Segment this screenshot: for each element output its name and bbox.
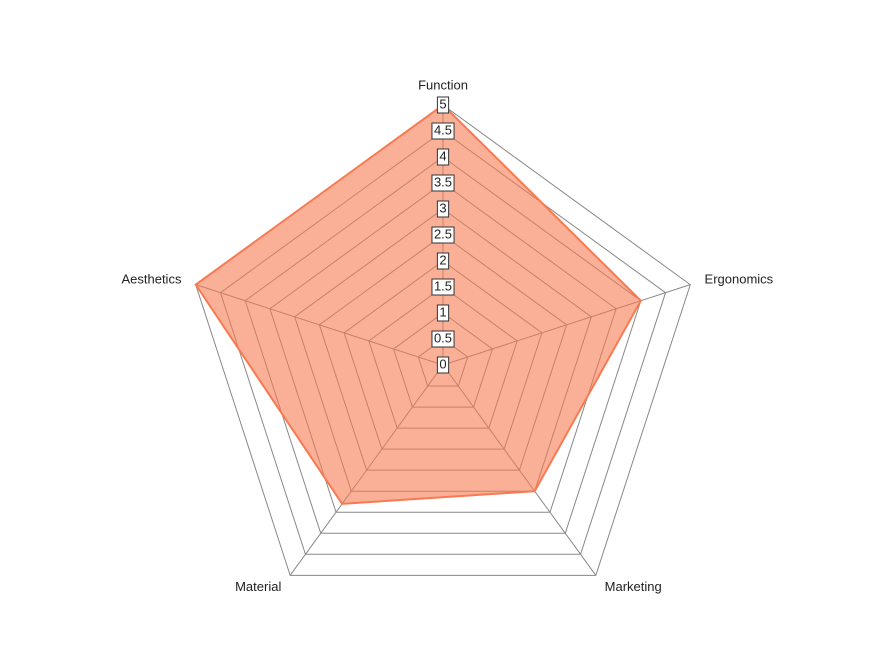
y-tick-label: 1.5 bbox=[434, 278, 452, 293]
y-tick-label: 3 bbox=[439, 200, 446, 215]
category-label: Aesthetics bbox=[121, 271, 181, 286]
tick-label-box bbox=[431, 330, 455, 348]
tick-label-box bbox=[436, 356, 450, 374]
y-tick-label: 3.5 bbox=[434, 174, 452, 189]
tick-label-group: 2.5 bbox=[431, 226, 455, 244]
tick-label-group: 2 bbox=[436, 252, 450, 270]
tick-label-box bbox=[436, 200, 450, 218]
tick-label-group: 1.5 bbox=[431, 278, 455, 296]
y-tick-label: 4 bbox=[439, 148, 446, 163]
tick-label-box bbox=[436, 148, 450, 166]
tick-label-group: 0.5 bbox=[431, 330, 455, 348]
category-label: Material bbox=[235, 579, 281, 594]
y-tick-label: 0.5 bbox=[434, 330, 452, 345]
tick-label-box bbox=[436, 96, 450, 114]
y-tick-label: 0 bbox=[439, 356, 446, 371]
category-label: Function bbox=[418, 77, 468, 92]
y-tick-label: 5 bbox=[439, 96, 446, 111]
tick-label-box bbox=[431, 278, 455, 296]
tick-label-group: 3 bbox=[436, 200, 450, 218]
tick-label-group: 3.5 bbox=[431, 174, 455, 192]
y-tick-label: 4.5 bbox=[434, 122, 452, 137]
tick-label-box bbox=[436, 252, 450, 270]
tick-label-box bbox=[431, 122, 455, 140]
tick-label-group: 5 bbox=[436, 96, 450, 114]
category-label: Ergonomics bbox=[705, 271, 774, 286]
y-tick-label: 2 bbox=[439, 252, 446, 267]
tick-label-box bbox=[431, 174, 455, 192]
tick-label-box bbox=[436, 304, 450, 322]
series-area bbox=[194, 103, 643, 505]
tick-label-group: 1 bbox=[436, 304, 450, 322]
category-label: Marketing bbox=[605, 579, 662, 594]
y-tick-label: 1 bbox=[439, 304, 446, 319]
tick-label-box bbox=[431, 226, 455, 244]
tick-label-group: 4.5 bbox=[431, 122, 455, 140]
tick-label-group: 0 bbox=[436, 356, 450, 374]
y-tick-label: 2.5 bbox=[434, 226, 452, 241]
tick-label-group: 4 bbox=[436, 148, 450, 166]
